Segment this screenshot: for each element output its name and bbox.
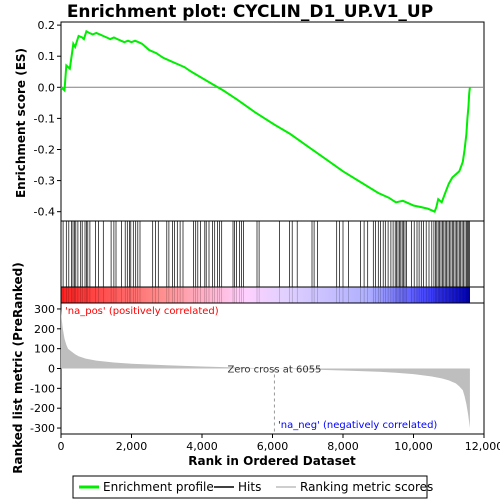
legend: Enrichment profile Hits Ranking metric s… [72, 475, 433, 499]
x-tick-label: 6,000 [257, 440, 289, 453]
es-ytick-label: -0.2 [34, 143, 55, 156]
es-ytick-label: 0.0 [38, 81, 56, 94]
es-ytick-label: 0.1 [38, 50, 56, 63]
x-axis: 0 2,000 4,000 6,000 8,000 10,000 12,000 [58, 434, 500, 453]
neg-correlated-label: 'na_neg' (negatively correlated) [278, 420, 437, 431]
metric-ytick-label: -100 [30, 382, 55, 395]
hits-panel [60, 220, 485, 288]
rank-color-bar [60, 286, 485, 304]
metric-ytick-label: 0 [48, 363, 55, 376]
zero-cross-label: Zero cross at 6055 [227, 365, 321, 376]
x-axis-title: Rank in Ordered Dataset [188, 454, 356, 468]
x-tick-label: 10,000 [394, 440, 433, 453]
metric-ytick-label: 200 [34, 323, 55, 336]
enrichment-profile-line [60, 29, 471, 214]
metric-ytick-label: 100 [34, 343, 55, 356]
legend-frame [72, 475, 428, 499]
x-tick-label: 4,000 [186, 440, 218, 453]
metric-axis-title: Ranked list metric (PreRanked) [11, 262, 25, 474]
metric-ytick-label: -300 [30, 422, 55, 435]
es-ytick-label: -0.3 [34, 175, 55, 188]
es-panel: 0.2 0.1 0.0 -0.1 -0.2 -0.3 -0.4 Enrichment sco… [14, 19, 485, 222]
x-tick-label: 12,000 [465, 440, 500, 453]
es-ytick-label: -0.1 [34, 112, 55, 125]
legend-metric-label: Ranking metric scores [300, 480, 433, 494]
legend-enrichment-label: Enrichment profile [103, 480, 214, 494]
pos-correlated-label: 'na_pos' (positively correlated) [65, 306, 219, 317]
es-ytick-label: -0.4 [34, 206, 55, 219]
es-panel-frame [60, 21, 485, 222]
chart-title: Enrichment plot: CYCLIN_D1_UP.V1_UP [67, 2, 433, 22]
es-ytick-label: 0.2 [38, 19, 56, 32]
metric-ytick-label: 300 [34, 303, 55, 316]
x-tick-label: 8,000 [327, 440, 359, 453]
legend-hits-label: Hits [238, 480, 261, 494]
metric-panel: Zero cross at 6055 'na_pos' (positively … [11, 262, 485, 474]
es-axis-title: Enrichment score (ES) [14, 48, 28, 198]
x-tick-label: 2,000 [116, 440, 148, 453]
rank-gradient [61, 287, 470, 303]
x-tick-label: 0 [58, 440, 65, 453]
hits-panel-frame [60, 220, 485, 288]
metric-ytick-label: -200 [30, 402, 55, 415]
ranking-metric-area [61, 309, 470, 428]
